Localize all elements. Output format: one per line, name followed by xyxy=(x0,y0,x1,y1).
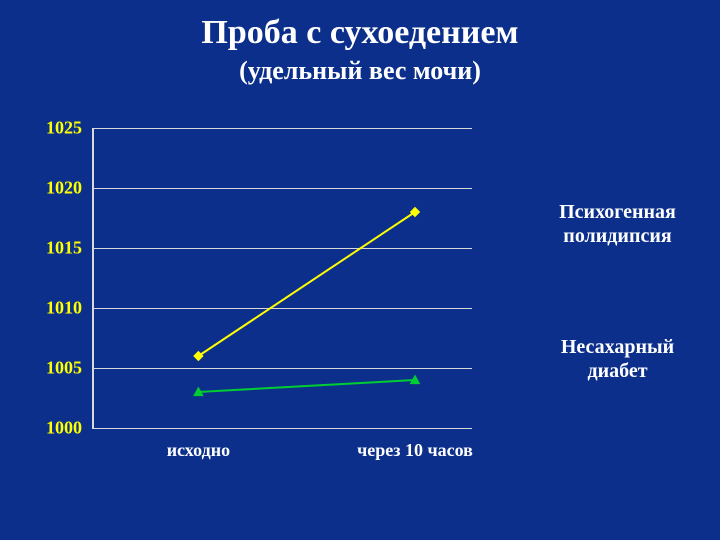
slide: Проба с сухоедением (удельный вес мочи) … xyxy=(0,0,720,540)
series-label-line: Психогенная xyxy=(530,200,705,224)
x-tick-label: исходно xyxy=(167,440,230,461)
y-tick-label: 1020 xyxy=(46,178,82,199)
y-tick-label: 1010 xyxy=(46,298,82,319)
y-tick-label: 1005 xyxy=(46,358,82,379)
chart-area: 100010051010101510201025исходночерез 10 … xyxy=(92,128,472,428)
plot-svg xyxy=(92,128,472,428)
slide-title: Проба с сухоедением xyxy=(0,14,720,52)
gridline xyxy=(92,428,472,429)
x-tick-label: через 10 часов xyxy=(357,440,473,461)
y-tick-label: 1025 xyxy=(46,118,82,139)
y-tick-label: 1000 xyxy=(46,418,82,439)
series-label-line: Несахарный xyxy=(530,335,705,359)
slide-subtitle: (удельный вес мочи) xyxy=(0,56,720,86)
y-tick-label: 1015 xyxy=(46,238,82,259)
series-label-line: диабет xyxy=(530,359,705,383)
series-label-line: полидипсия xyxy=(530,224,705,248)
series-line xyxy=(198,212,415,356)
series-line xyxy=(198,380,415,392)
series-label: Несахарныйдиабет xyxy=(530,335,705,383)
series-label: Психогеннаяполидипсия xyxy=(530,200,705,248)
